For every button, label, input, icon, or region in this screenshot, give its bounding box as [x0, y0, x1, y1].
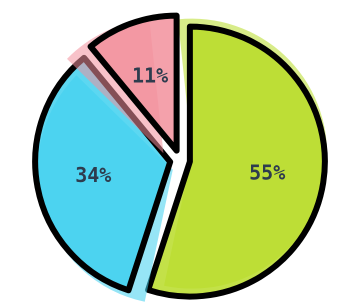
slice-label: 11%: [132, 63, 168, 87]
chart: 55% 34% 11%: [0, 0, 337, 303]
slice-label: 34%: [75, 163, 111, 187]
slice-label: 55%: [249, 160, 285, 184]
